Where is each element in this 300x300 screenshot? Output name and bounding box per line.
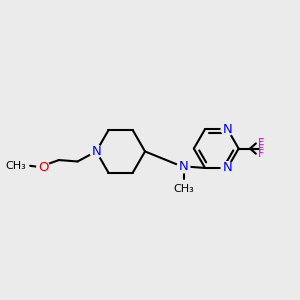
Text: N: N [223, 123, 232, 136]
Circle shape [37, 161, 50, 173]
Text: F: F [258, 149, 264, 159]
Text: CH₃: CH₃ [5, 161, 26, 171]
Circle shape [221, 162, 234, 174]
Text: O: O [38, 161, 48, 174]
Text: F: F [258, 138, 264, 148]
Text: N: N [178, 160, 188, 173]
Text: F: F [258, 144, 264, 154]
Circle shape [221, 123, 234, 136]
Text: CH₃: CH₃ [173, 184, 194, 194]
Text: N: N [223, 161, 232, 175]
Circle shape [177, 160, 190, 173]
Text: N: N [91, 145, 101, 158]
Circle shape [90, 145, 103, 158]
